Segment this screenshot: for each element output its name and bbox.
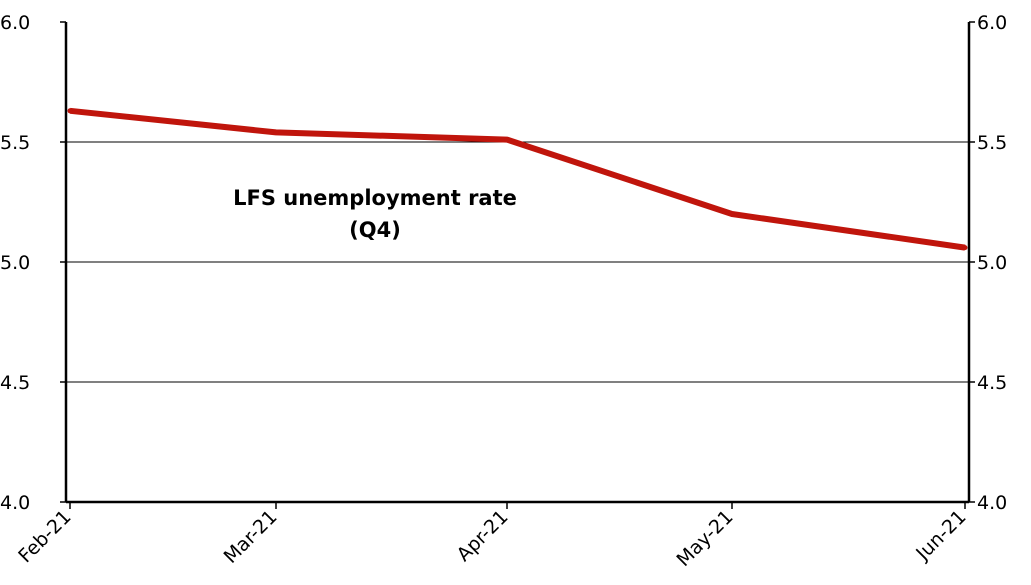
data-point <box>962 245 968 251</box>
x-tick-label: Jun-21 <box>911 506 970 565</box>
y-tick-label-right: 6.0 <box>977 12 1007 34</box>
data-point <box>504 137 510 143</box>
x-axis-ticks: Feb-21 Mar-21 Apr-21 May-21 Jun-21 <box>14 502 971 571</box>
x-tick-label: May-21 <box>672 506 737 571</box>
series-line <box>69 107 966 251</box>
series-group <box>67 107 968 251</box>
y-tick-label-right: 5.0 <box>977 252 1007 274</box>
y-tick-label-right: 5.5 <box>977 132 1007 154</box>
right-y-axis-ticks: 4.0 4.5 5.0 5.5 6.0 <box>969 12 1007 514</box>
y-tick-label-right: 4.5 <box>977 372 1007 394</box>
y-tick-label-left: 5.0 <box>0 252 30 274</box>
y-tick-label-right: 4.0 <box>977 492 1007 514</box>
x-tick-label: Apr-21 <box>453 506 513 566</box>
data-point <box>729 211 735 217</box>
x-tick-label: Feb-21 <box>14 506 75 567</box>
grid-lines <box>66 141 969 383</box>
data-point <box>273 129 279 135</box>
y-tick-label-left: 5.5 <box>0 132 30 154</box>
data-point <box>67 108 73 114</box>
annotation-line-1: LFS unemployment rate <box>233 186 517 210</box>
x-tick-label: Mar-21 <box>220 506 282 568</box>
y-tick-label-left: 6.0 <box>0 12 30 34</box>
annotation-line-2: (Q4) <box>349 218 401 242</box>
y-tick-label-left: 4.0 <box>0 492 30 514</box>
left-y-axis-ticks: 4.0 4.5 5.0 5.5 6.0 <box>0 12 66 514</box>
y-tick-label-left: 4.5 <box>0 372 30 394</box>
